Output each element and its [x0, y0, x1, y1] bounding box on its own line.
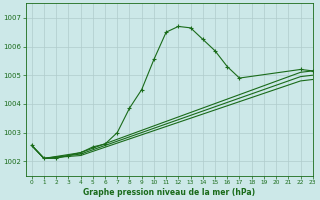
X-axis label: Graphe pression niveau de la mer (hPa): Graphe pression niveau de la mer (hPa) [83, 188, 255, 197]
